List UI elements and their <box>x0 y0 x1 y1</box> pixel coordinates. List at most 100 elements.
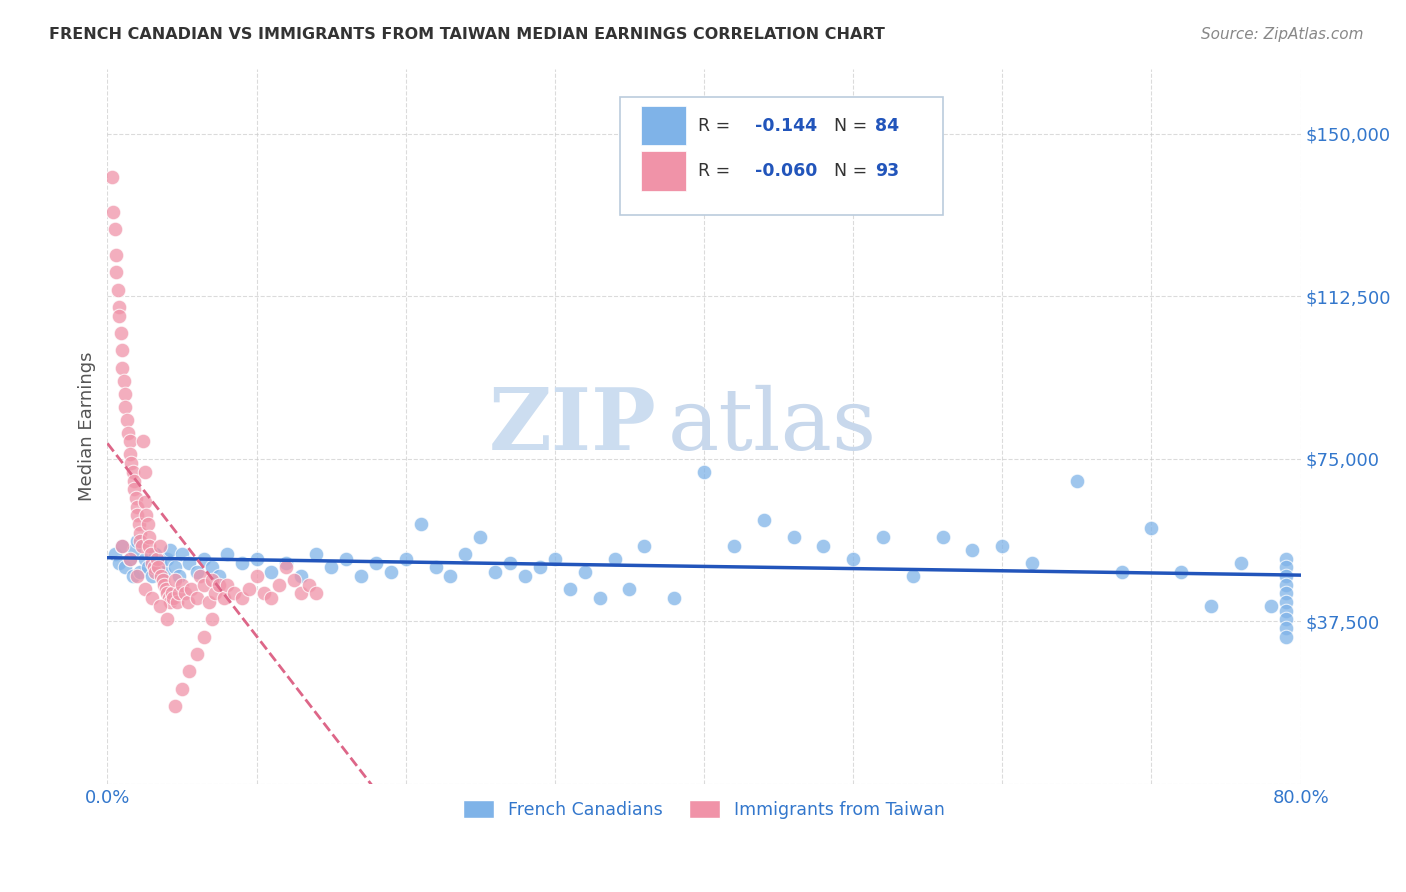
Point <box>160 586 183 600</box>
Point <box>253 586 276 600</box>
Text: N =: N = <box>824 117 873 135</box>
Point <box>167 569 190 583</box>
Text: 93: 93 <box>875 161 898 180</box>
Text: -0.144: -0.144 <box>755 117 817 135</box>
Point <box>141 569 163 583</box>
Point <box>122 482 145 496</box>
Text: Source: ZipAtlas.com: Source: ZipAtlas.com <box>1201 27 1364 42</box>
Point <box>1021 556 1043 570</box>
Point <box>149 599 172 614</box>
Point <box>962 542 984 557</box>
Text: 84: 84 <box>875 117 898 135</box>
Text: FRENCH CANADIAN VS IMMIGRANTS FROM TAIWAN MEDIAN EARNINGS CORRELATION CHART: FRENCH CANADIAN VS IMMIGRANTS FROM TAIWA… <box>49 27 886 42</box>
Point <box>163 699 186 714</box>
Point <box>132 434 155 449</box>
Point <box>454 547 477 561</box>
Point <box>163 574 186 588</box>
Point <box>201 612 224 626</box>
Point <box>231 556 253 570</box>
Point <box>260 591 283 605</box>
Point <box>129 534 152 549</box>
FancyBboxPatch shape <box>620 97 942 215</box>
Point <box>114 400 136 414</box>
Point <box>146 560 169 574</box>
Point <box>179 556 201 570</box>
Point <box>364 556 387 570</box>
Point <box>1199 599 1222 614</box>
Point <box>155 582 177 596</box>
Point <box>186 565 208 579</box>
Point <box>129 565 152 579</box>
Point <box>901 569 924 583</box>
Point <box>1170 565 1192 579</box>
Point <box>619 582 641 596</box>
Point <box>101 169 124 184</box>
Point <box>142 560 165 574</box>
Point <box>574 565 596 579</box>
Point <box>991 539 1014 553</box>
Point <box>439 569 461 583</box>
Point <box>143 547 166 561</box>
Point <box>283 574 305 588</box>
Point <box>290 569 312 583</box>
Legend: French Canadians, Immigrants from Taiwan: French Canadians, Immigrants from Taiwan <box>456 793 952 825</box>
Point <box>201 574 224 588</box>
Point <box>153 577 176 591</box>
Point <box>110 326 132 340</box>
Point <box>180 582 202 596</box>
Point <box>335 551 357 566</box>
Point <box>215 547 238 561</box>
Point <box>782 530 804 544</box>
Point <box>409 516 432 531</box>
Point <box>267 577 290 591</box>
Point <box>112 374 135 388</box>
Point <box>127 508 149 523</box>
Point <box>127 534 149 549</box>
Point <box>305 547 328 561</box>
Point <box>188 569 211 583</box>
Point <box>170 547 193 561</box>
Point <box>170 577 193 591</box>
Point <box>128 516 150 531</box>
Point <box>163 560 186 574</box>
Point <box>1274 586 1296 600</box>
Point <box>425 560 447 574</box>
Point <box>122 474 145 488</box>
Point <box>111 539 134 553</box>
Point <box>842 551 865 566</box>
Text: ZIP: ZIP <box>488 384 657 468</box>
Point <box>208 569 231 583</box>
Point <box>208 577 231 591</box>
Point <box>193 630 215 644</box>
Point <box>186 647 208 661</box>
Point <box>1140 521 1163 535</box>
Bar <box>641 151 686 191</box>
Point <box>1066 474 1088 488</box>
Point <box>298 577 321 591</box>
Point <box>134 582 156 596</box>
Point <box>723 539 745 553</box>
Point <box>118 434 141 449</box>
Point <box>1274 612 1296 626</box>
Point <box>633 539 655 553</box>
Point <box>153 565 176 579</box>
Point <box>305 586 328 600</box>
Point <box>167 586 190 600</box>
Point <box>1274 604 1296 618</box>
Y-axis label: Median Earnings: Median Earnings <box>79 351 96 501</box>
Point <box>145 551 167 566</box>
Point <box>134 495 156 509</box>
Point <box>136 560 159 574</box>
Point <box>111 539 134 553</box>
Point <box>931 530 953 544</box>
Point <box>693 465 716 479</box>
Point <box>179 665 201 679</box>
Point <box>513 569 536 583</box>
Point <box>105 248 128 262</box>
Point <box>170 681 193 696</box>
Point <box>136 516 159 531</box>
Point <box>186 591 208 605</box>
Point <box>558 582 581 596</box>
Text: R =: R = <box>697 161 741 180</box>
Point <box>813 539 835 553</box>
